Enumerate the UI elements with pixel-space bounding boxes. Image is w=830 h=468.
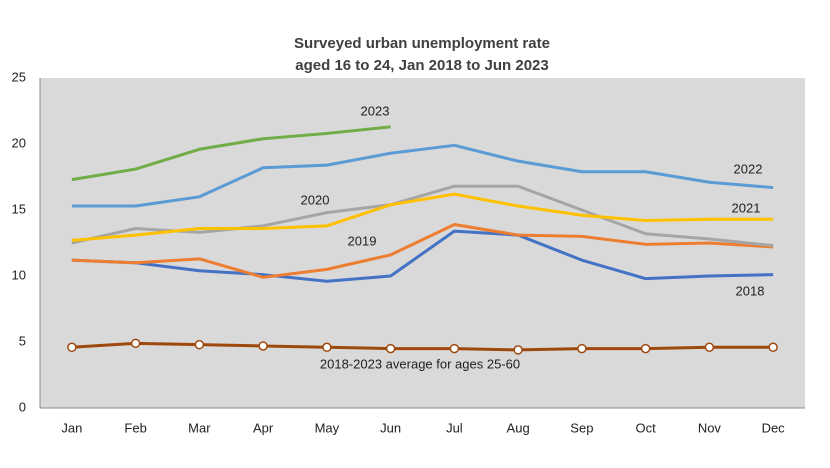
series-line — [71, 143, 774, 208]
y-tick-label: 0 — [19, 399, 26, 414]
series-line — [71, 184, 774, 248]
series-label: 2022 — [734, 161, 763, 176]
y-tick-label: 10 — [12, 267, 26, 282]
series-line — [71, 341, 774, 352]
series-line — [71, 192, 774, 242]
x-tick-label: Aug — [507, 420, 530, 435]
series-label: 2018-2023 average for ages 25-60 — [320, 356, 520, 371]
series-label: 2020 — [301, 192, 330, 207]
x-tick-label: May — [315, 420, 340, 435]
point-marker — [704, 342, 715, 353]
point-marker — [385, 343, 396, 354]
point-marker — [322, 342, 332, 353]
chart-title: Surveyed urban unemployment rate — [294, 35, 550, 52]
point-marker — [130, 338, 141, 349]
point-marker — [513, 345, 523, 355]
x-tick-label: Oct — [636, 420, 657, 435]
y-tick-label: 20 — [12, 135, 26, 150]
x-tick-label: Dec — [762, 420, 786, 435]
series-label: 2018 — [736, 283, 765, 298]
point-marker — [258, 341, 268, 351]
point-marker — [577, 343, 587, 354]
y-tick-label: 25 — [12, 69, 26, 84]
x-tick-label: Jul — [446, 420, 463, 435]
x-tick-label: Apr — [253, 420, 274, 435]
series-line — [71, 125, 391, 182]
series-label: 2021 — [732, 200, 761, 215]
x-tick-label: Nov — [698, 420, 722, 435]
x-tick-label: Sep — [570, 420, 593, 435]
series-label: 2019 — [348, 233, 377, 248]
point-marker — [449, 343, 460, 354]
y-tick-label: 15 — [12, 201, 26, 216]
chart-title: aged 16 to 24, Jan 2018 to Jun 2023 — [295, 57, 548, 74]
series-line — [71, 223, 774, 279]
point-marker — [768, 342, 778, 353]
series-line — [71, 229, 774, 283]
point-marker — [194, 339, 205, 350]
y-tick-label: 5 — [19, 333, 26, 348]
x-tick-label: Jun — [380, 420, 401, 435]
x-tick-label: Jan — [61, 420, 82, 435]
point-marker — [640, 343, 651, 354]
series-label: 2023 — [361, 103, 390, 118]
x-tick-label: Mar — [188, 420, 211, 435]
point-marker — [67, 342, 77, 353]
x-tick-label: Feb — [124, 420, 146, 435]
